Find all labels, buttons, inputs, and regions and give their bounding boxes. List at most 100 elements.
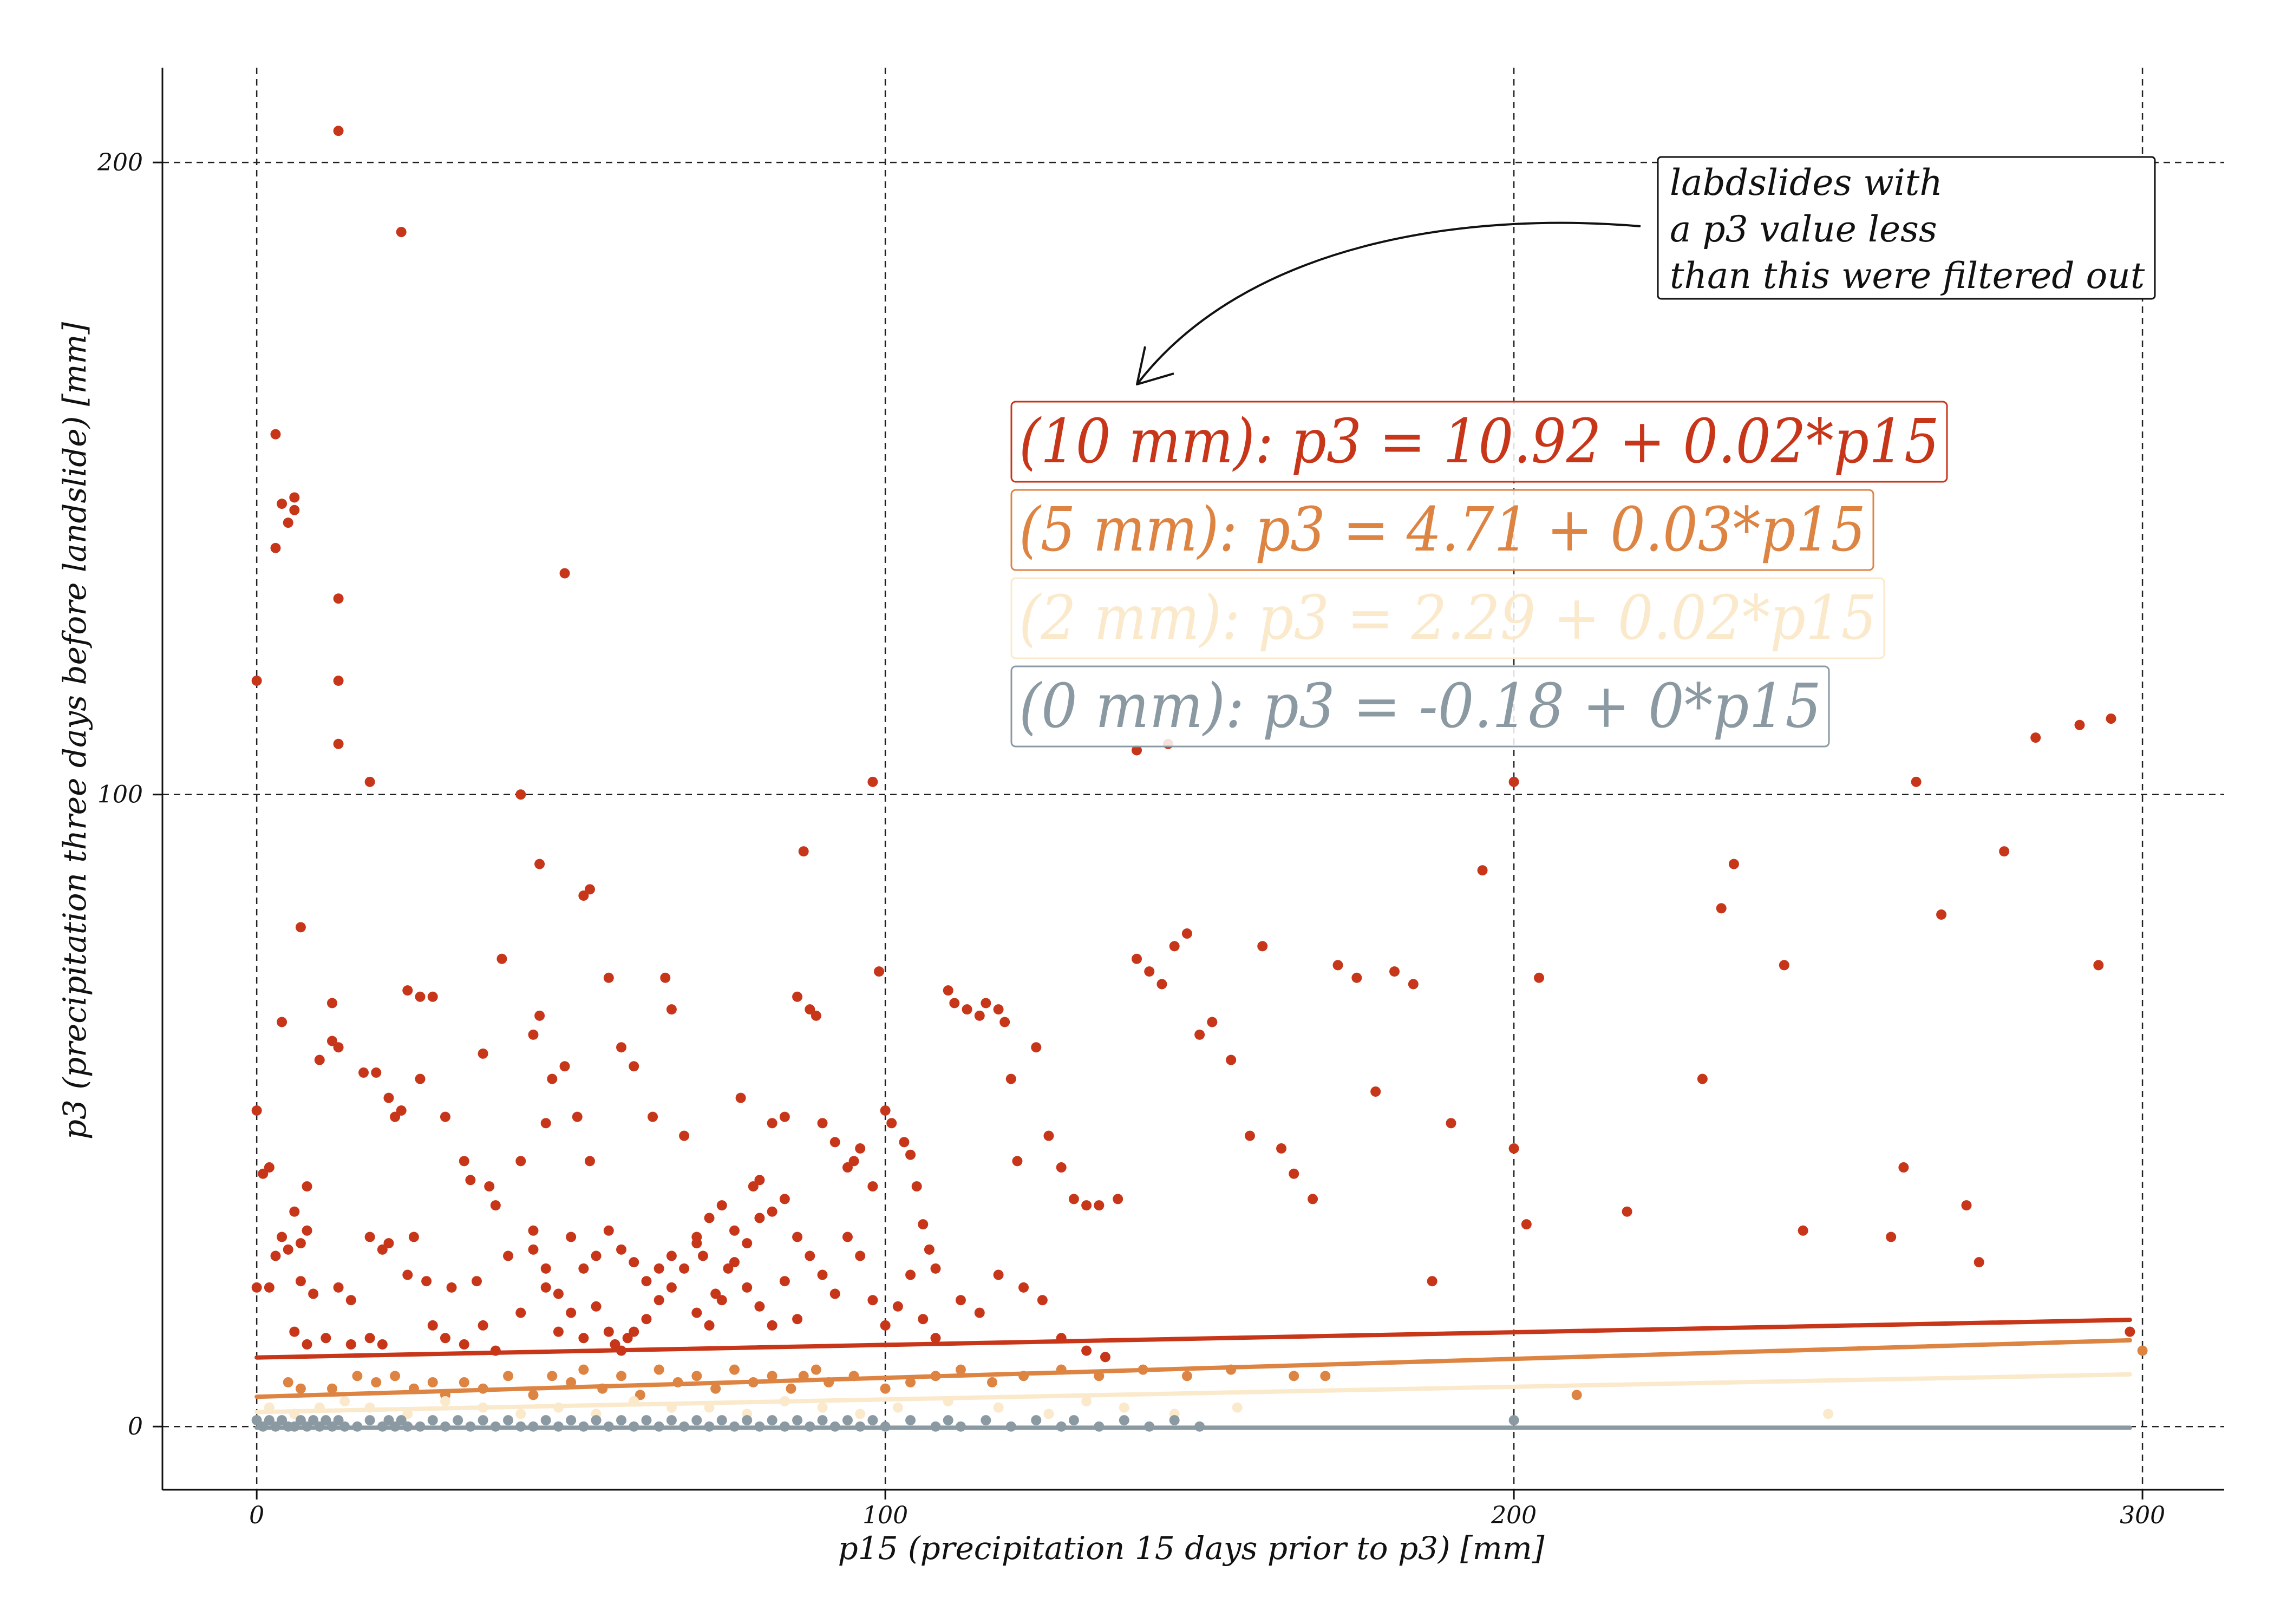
annotation-arrow: [1136, 221, 1641, 385]
data-point: [924, 1244, 935, 1255]
data-point: [1521, 1219, 1532, 1230]
data-point: [427, 1320, 438, 1331]
data-point: [1351, 972, 1362, 983]
data-point: [383, 1415, 394, 1426]
data-point: [1936, 909, 1947, 920]
data-point: [540, 1282, 551, 1293]
data-point: [729, 1225, 740, 1236]
data-point: [867, 776, 878, 787]
data-point: [892, 1301, 903, 1312]
data-point: [584, 884, 595, 895]
data-point: [1132, 953, 1142, 964]
data-point: [321, 1333, 331, 1344]
data-point: [716, 1295, 727, 1306]
data-point: [1031, 1415, 1042, 1426]
data-point: [264, 1162, 275, 1173]
equation-box-1: [1010, 489, 1874, 571]
data-point: [874, 966, 885, 977]
data-point: [396, 1105, 407, 1116]
data-point: [1446, 1118, 1456, 1129]
equation-label-3: (0 mm): p3 = -0.18 + 0*p15: [1019, 671, 1821, 742]
x-tick-label: 0: [249, 1502, 264, 1529]
data-point: [302, 1339, 312, 1350]
data-point: [427, 991, 438, 1002]
data-point: [251, 676, 262, 686]
data-point: [842, 1232, 853, 1242]
data-point: [1068, 1415, 1079, 1426]
data-point: [478, 1048, 488, 1059]
data-point: [899, 1137, 910, 1148]
data-point: [377, 1339, 388, 1350]
equation-box-3: [1010, 665, 1830, 748]
data-point: [723, 1263, 734, 1274]
data-point: [1081, 1200, 1092, 1211]
data-point: [817, 1402, 828, 1413]
annotation-line-1: labdslides with: [1670, 162, 1943, 204]
data-point: [566, 1307, 577, 1318]
data-point: [528, 1029, 539, 1040]
data-point: [251, 1105, 262, 1116]
data-point: [390, 1111, 401, 1122]
data-point: [277, 499, 287, 509]
data-point: [1081, 1396, 1092, 1407]
data-point: [528, 1225, 539, 1236]
data-point: [943, 1415, 953, 1426]
data-point: [283, 518, 293, 528]
y-tick-label: 100: [97, 781, 143, 809]
data-point: [1370, 1086, 1381, 1097]
data-point: [1232, 1402, 1243, 1413]
data-point: [704, 1320, 715, 1331]
data-point: [704, 1213, 715, 1223]
data-point: [767, 1206, 777, 1217]
data-point: [748, 1181, 759, 1192]
data-point: [1823, 1409, 1834, 1419]
data-point: [1716, 903, 1727, 914]
data-point: [867, 1295, 878, 1306]
equation-box-2: [1010, 577, 1885, 659]
data-point: [1043, 1130, 1054, 1141]
data-point: [515, 1156, 526, 1167]
data-point: [1169, 941, 1180, 952]
data-point: [1289, 1371, 1299, 1381]
data-point: [792, 991, 803, 1002]
data-point: [829, 1137, 840, 1148]
data-point: [453, 1415, 463, 1426]
data-point: [1100, 1352, 1110, 1363]
data-point: [880, 1105, 891, 1116]
data-point: [962, 1004, 972, 1015]
data-point: [855, 1409, 866, 1419]
data-point: [691, 1232, 702, 1242]
data-point: [559, 1061, 570, 1072]
data-point: [1289, 1168, 1299, 1179]
data-point: [1043, 1409, 1054, 1419]
data-point: [842, 1415, 853, 1426]
data-point: [1911, 776, 1922, 787]
data-point: [1308, 1194, 1318, 1204]
data-point: [591, 1415, 602, 1426]
data-point: [503, 1250, 514, 1261]
data-point: [383, 1238, 394, 1249]
data-point: [710, 1288, 721, 1299]
data-point: [1622, 1206, 1632, 1217]
data-point: [547, 1073, 558, 1084]
data-point: [1113, 1194, 1123, 1204]
data-point: [289, 492, 300, 503]
data-point: [578, 890, 589, 901]
data-point: [1119, 1415, 1129, 1426]
data-point: [729, 1257, 740, 1268]
data-point: [333, 738, 344, 749]
data-point: [1094, 1200, 1105, 1211]
data-point: [616, 1244, 627, 1255]
data-point: [283, 1244, 293, 1255]
data-point: [326, 1383, 337, 1394]
data-point: [591, 1250, 602, 1261]
data-point: [616, 1415, 627, 1426]
data-point: [277, 1232, 287, 1242]
data-point: [578, 1333, 589, 1344]
data-point: [333, 1282, 344, 1293]
data-point: [1508, 1415, 1519, 1426]
data-point: [1119, 1402, 1129, 1413]
data-point: [591, 1301, 602, 1312]
data-point: [999, 1017, 1010, 1027]
